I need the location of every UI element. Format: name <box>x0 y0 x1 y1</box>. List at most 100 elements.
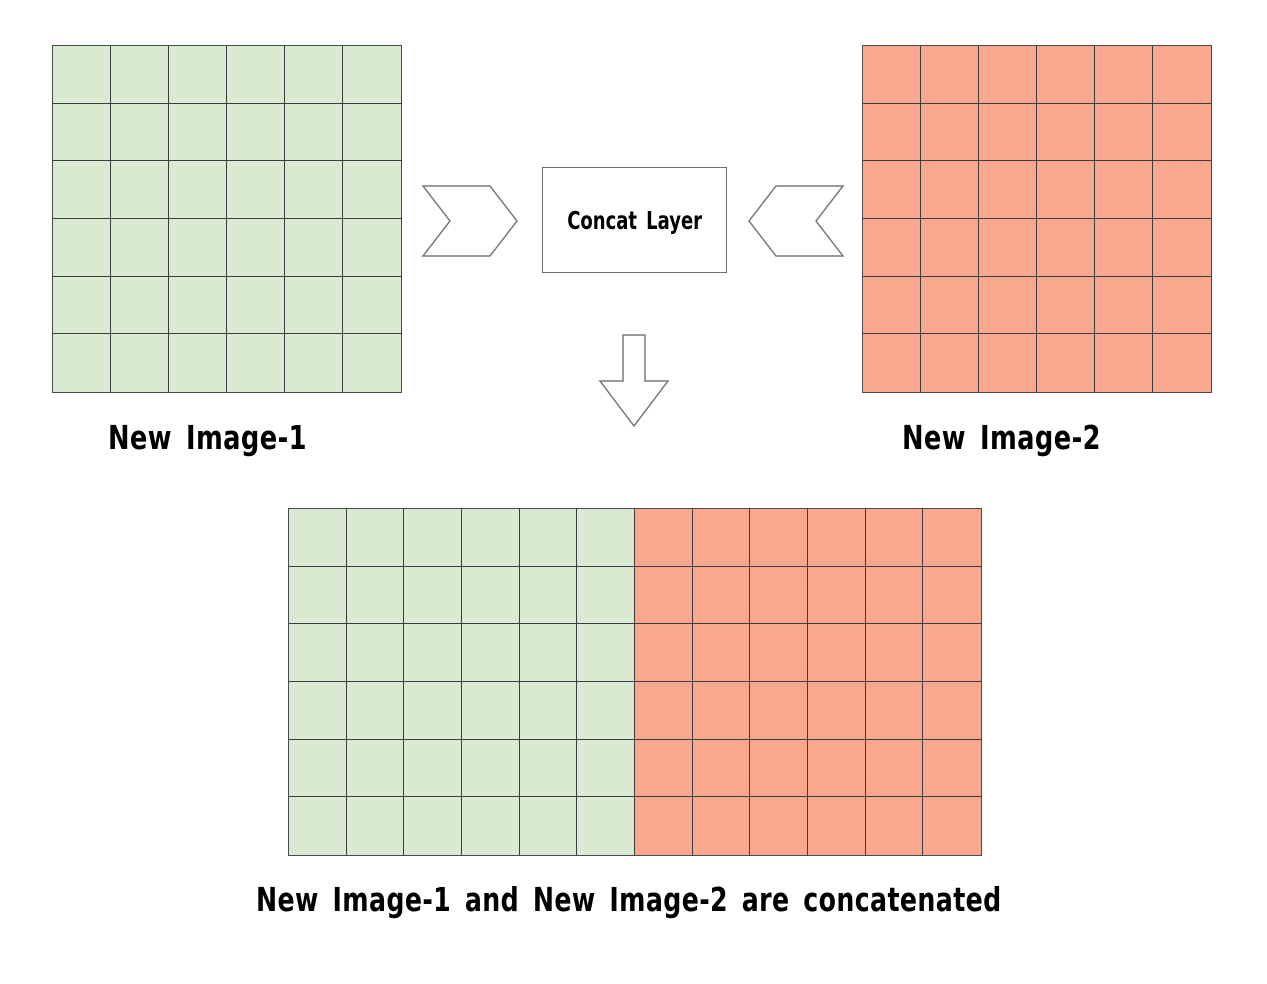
grid-cell <box>462 739 520 798</box>
grid-cell <box>808 739 866 798</box>
grid-cell <box>227 276 285 335</box>
grid-cell <box>923 566 981 625</box>
grid-cell <box>169 276 227 335</box>
new-image-1-label: New Image-1 <box>108 418 307 457</box>
grid-cell <box>285 103 343 162</box>
grid-cell <box>635 739 693 798</box>
grid-cell <box>111 161 169 219</box>
grid-cell <box>808 566 866 625</box>
grid-cell <box>921 161 979 219</box>
grid-cell <box>169 219 227 277</box>
grid-cell <box>750 624 808 682</box>
grid-cell <box>577 509 635 567</box>
grid-cell <box>169 334 227 392</box>
grid-cell <box>462 566 520 625</box>
grid-cell <box>1153 276 1211 335</box>
grid-cell <box>979 334 1037 392</box>
grid-cell <box>519 797 578 855</box>
grid-cell <box>863 219 921 277</box>
grid-cell <box>808 797 866 855</box>
grid-cell <box>404 624 462 682</box>
grid-cell <box>979 46 1037 104</box>
grid-cell <box>577 739 635 798</box>
grid-cell <box>692 739 751 798</box>
grid-cell <box>462 624 520 682</box>
grid-cell <box>979 219 1037 277</box>
grid-cell <box>1037 103 1095 162</box>
grid-cell <box>285 334 343 392</box>
grid-cell <box>343 161 401 219</box>
grid-cell <box>863 103 921 162</box>
grid-cell <box>53 219 111 277</box>
grid-cell <box>1037 46 1095 104</box>
grid-cell <box>227 334 285 392</box>
grid-cell <box>750 566 808 625</box>
grid-cell <box>863 161 921 219</box>
grid-cell <box>692 682 751 740</box>
grid-cell <box>1095 103 1153 162</box>
grid-cell <box>519 624 578 682</box>
grid-cell <box>923 509 981 567</box>
grid-cell <box>343 334 401 392</box>
concatenated-caption: New Image-1 and New Image-2 are concaten… <box>256 880 1002 919</box>
grid-cell <box>1153 46 1211 104</box>
grid-cell <box>519 509 578 567</box>
grid-cell <box>462 682 520 740</box>
grid-cell <box>289 797 347 855</box>
grid-cell <box>635 509 693 567</box>
concatenated-grid <box>288 508 982 856</box>
grid-cell <box>1037 219 1095 277</box>
grid-cell <box>865 739 924 798</box>
grid-cell <box>923 682 981 740</box>
grid-cell <box>921 219 979 277</box>
grid-cell <box>346 682 405 740</box>
grid-cell <box>111 334 169 392</box>
grid-cell <box>865 797 924 855</box>
grid-cell <box>577 682 635 740</box>
grid-cell <box>53 161 111 219</box>
grid-cell <box>577 797 635 855</box>
grid-cell <box>404 509 462 567</box>
grid-cell <box>635 682 693 740</box>
grid-cell <box>1095 334 1153 392</box>
grid-cell <box>979 161 1037 219</box>
concat-layer-box: Concat Layer <box>542 167 727 273</box>
grid-cell <box>53 46 111 104</box>
grid-cell <box>169 161 227 219</box>
grid-cell <box>227 219 285 277</box>
arrow-down-icon <box>598 334 670 428</box>
grid-cell <box>863 46 921 104</box>
grid-cell <box>343 46 401 104</box>
grid-cell <box>1037 161 1095 219</box>
grid-cell <box>519 739 578 798</box>
grid-cell <box>346 624 405 682</box>
grid-cell <box>519 566 578 625</box>
grid-cell <box>111 46 169 104</box>
grid-cell <box>169 46 227 104</box>
grid-cell <box>921 276 979 335</box>
grid-cell <box>808 624 866 682</box>
grid-cell <box>227 46 285 104</box>
grid-cell <box>865 509 924 567</box>
grid-cell <box>692 797 751 855</box>
grid-cell <box>1095 46 1153 104</box>
grid-cell <box>692 509 751 567</box>
grid-cell <box>577 566 635 625</box>
grid-cell <box>750 797 808 855</box>
grid-cell <box>577 624 635 682</box>
grid-cell <box>692 566 751 625</box>
grid-cell <box>346 797 405 855</box>
grid-cell <box>404 797 462 855</box>
grid-cell <box>635 797 693 855</box>
grid-cell <box>53 276 111 335</box>
grid-cell <box>404 682 462 740</box>
grid-cell <box>1095 161 1153 219</box>
grid-cell <box>346 566 405 625</box>
grid-cell <box>1153 161 1211 219</box>
grid-cell <box>462 797 520 855</box>
grid-cell <box>979 276 1037 335</box>
grid-cell <box>519 682 578 740</box>
grid-cell <box>1095 276 1153 335</box>
grid-cell <box>285 46 343 104</box>
